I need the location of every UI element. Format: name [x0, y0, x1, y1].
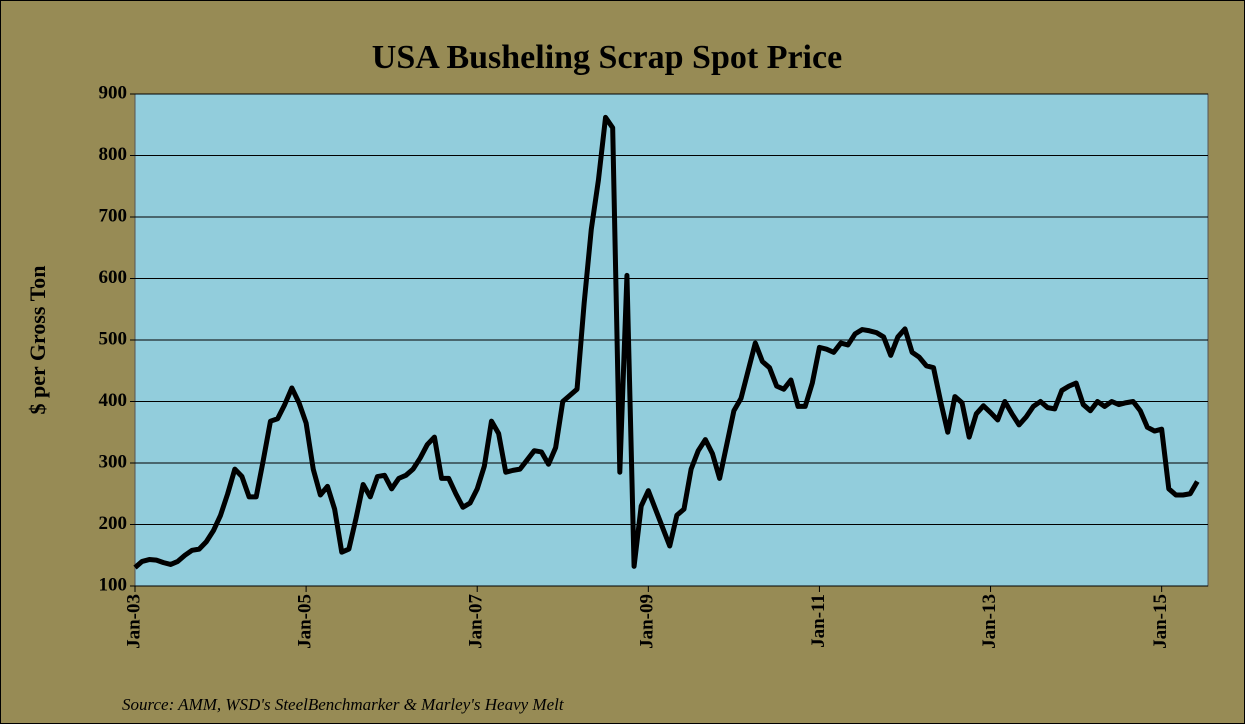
source-note: Source: AMM, WSD's SteelBenchmarker & Ma… — [122, 695, 565, 714]
y-tick-label: 700 — [99, 205, 128, 226]
y-tick-label: 200 — [99, 513, 128, 534]
x-tick-label: Jan-13 — [979, 594, 1000, 649]
y-tick-label: 100 — [99, 574, 128, 595]
x-tick-label: Jan-15 — [1150, 594, 1171, 649]
y-tick-label: 600 — [99, 267, 128, 288]
data-line — [133, 114, 1200, 570]
x-tick-label: Jan-03 — [123, 594, 144, 649]
y-tick-label: 400 — [99, 390, 128, 411]
y-tick-label: 900 — [99, 82, 128, 103]
y-tick-label: 300 — [99, 451, 128, 472]
y-axis-label: $ per Gross Ton — [25, 266, 50, 415]
x-tick-label: Jan-09 — [637, 594, 658, 649]
x-tick-label: Jan-05 — [294, 594, 315, 649]
y-tick-label: 500 — [99, 328, 128, 349]
x-tick-label: Jan-11 — [808, 594, 829, 648]
y-tick-label: 800 — [99, 144, 128, 165]
x-tick-label: Jan-07 — [466, 594, 487, 649]
chart-title: USA Busheling Scrap Spot Price — [372, 39, 842, 76]
